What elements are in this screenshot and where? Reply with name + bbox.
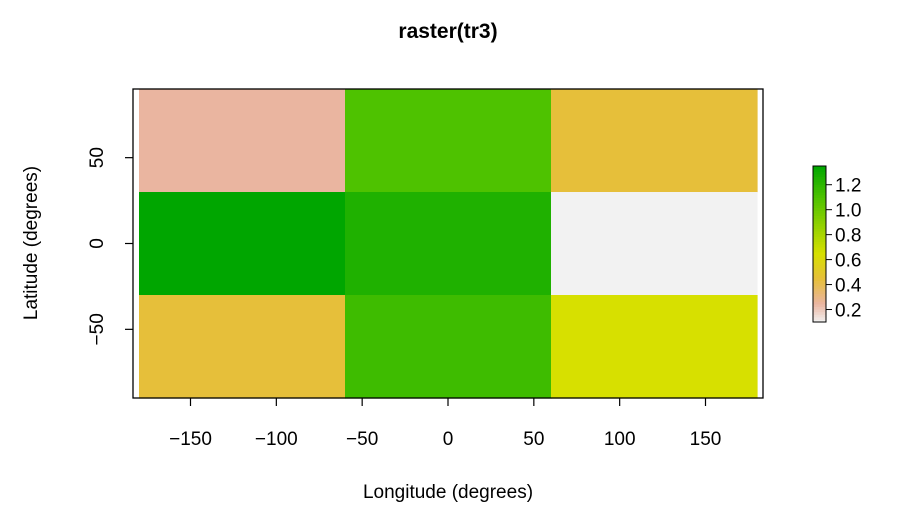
legend-tick-label: 0.4 xyxy=(835,276,862,297)
legend-tick-label: 0.6 xyxy=(835,251,861,272)
legend-color-step xyxy=(813,306,826,310)
legend-color-step xyxy=(813,249,826,253)
legend-color-step xyxy=(813,311,826,315)
legend-color-step xyxy=(813,244,826,248)
heatmap-cell-r2-c2 xyxy=(551,295,758,399)
legend-color-step xyxy=(813,316,826,320)
legend-color-step xyxy=(813,171,826,175)
legend-color-step xyxy=(813,251,826,255)
legend-color-step xyxy=(813,314,826,318)
legend-color-step xyxy=(813,285,826,289)
legend-color-step xyxy=(813,319,826,323)
legend-color-step xyxy=(813,225,826,229)
x-tick-label: −150 xyxy=(169,429,212,450)
y-tick-label: 50 xyxy=(87,147,108,168)
legend-color-step xyxy=(813,215,826,219)
x-tick-label: −100 xyxy=(255,429,298,450)
legend-color-step xyxy=(813,197,826,201)
legend-color-step xyxy=(813,246,826,250)
legend-color-step xyxy=(813,262,826,266)
heatmap-cell-r1-c2 xyxy=(551,192,758,296)
legend-color-step xyxy=(813,236,826,240)
legend-color-step xyxy=(813,257,826,261)
legend-color-step xyxy=(813,270,826,274)
heatmap-cell-r0-c2 xyxy=(551,89,758,193)
heatmap-cell-r1-c0 xyxy=(139,192,346,296)
x-axis: −150 −100 −50 0 50 100 150 xyxy=(169,398,721,450)
legend-color-step xyxy=(813,228,826,232)
legend-color-step xyxy=(813,241,826,245)
heatmap-cells xyxy=(139,89,758,399)
heatmap-cell-r0-c0 xyxy=(139,89,346,193)
y-axis-title: Latitude (degrees) xyxy=(21,166,42,320)
legend-tick-label: 1.0 xyxy=(835,201,861,222)
legend-color-step xyxy=(813,210,826,214)
color-legend: 0.2 0.4 0.6 0.8 1.0 1.2 xyxy=(812,165,862,323)
legend-color-step xyxy=(813,189,826,193)
legend-color-step xyxy=(813,303,826,307)
heatmap-cell-r2-c0 xyxy=(139,295,346,399)
y-tick-label: 0 xyxy=(87,238,108,249)
legend-color-step xyxy=(813,202,826,206)
legend-color-step xyxy=(813,288,826,292)
x-tick-label: −50 xyxy=(346,429,378,450)
legend-tick-label: 0.2 xyxy=(835,301,861,322)
legend-color-step xyxy=(813,275,826,279)
x-tick-label: 0 xyxy=(443,429,454,450)
legend-color-step xyxy=(813,181,826,185)
legend-color-step xyxy=(813,233,826,237)
legend-color-step xyxy=(813,267,826,271)
legend-color-step xyxy=(813,220,826,224)
legend-color-step xyxy=(813,199,826,203)
legend-color-step xyxy=(813,173,826,177)
legend-color-step xyxy=(813,192,826,196)
legend-color-step xyxy=(813,238,826,242)
legend-tick-label: 0.8 xyxy=(835,226,861,247)
legend-color-step xyxy=(813,205,826,209)
legend-color-step xyxy=(813,277,826,281)
legend-color-step xyxy=(813,212,826,216)
x-tick-label: 50 xyxy=(523,429,544,450)
legend-color-step xyxy=(813,296,826,300)
heatmap-cell-r0-c1 xyxy=(345,89,552,193)
legend-color-step xyxy=(813,207,826,211)
legend-color-step xyxy=(813,186,826,190)
legend-color-step xyxy=(813,309,826,313)
legend-color-step xyxy=(813,272,826,276)
legend-color-step xyxy=(813,179,826,183)
legend-color-step xyxy=(813,231,826,235)
legend-tick-label: 1.2 xyxy=(835,176,861,197)
y-tick-label: −50 xyxy=(87,313,108,345)
legend-color-step xyxy=(813,264,826,268)
legend-color-step xyxy=(813,290,826,294)
legend-frame xyxy=(812,165,827,323)
heatmap-cell-r1-c1 xyxy=(345,192,552,296)
legend-color-step xyxy=(813,293,826,297)
legend-color-step xyxy=(813,298,826,302)
legend-color-step xyxy=(813,166,826,170)
legend-color-step xyxy=(813,254,826,258)
chart-title: raster(tr3) xyxy=(398,20,497,43)
legend-color-step xyxy=(813,194,826,198)
legend-color-step xyxy=(813,280,826,284)
legend-color-step xyxy=(813,184,826,188)
legend-color-step xyxy=(813,176,826,180)
x-axis-title: Longitude (degrees) xyxy=(363,482,533,503)
legend-color-step xyxy=(813,301,826,305)
legend-color-step xyxy=(813,218,826,222)
legend-color-step xyxy=(813,223,826,227)
legend-color-step xyxy=(813,259,826,263)
legend-color-step xyxy=(813,168,826,172)
x-tick-label: 150 xyxy=(690,429,722,450)
y-axis: −50 0 50 xyxy=(87,147,133,345)
legend-color-step xyxy=(813,283,826,287)
x-tick-label: 100 xyxy=(604,429,636,450)
heatmap-cell-r2-c1 xyxy=(345,295,552,399)
